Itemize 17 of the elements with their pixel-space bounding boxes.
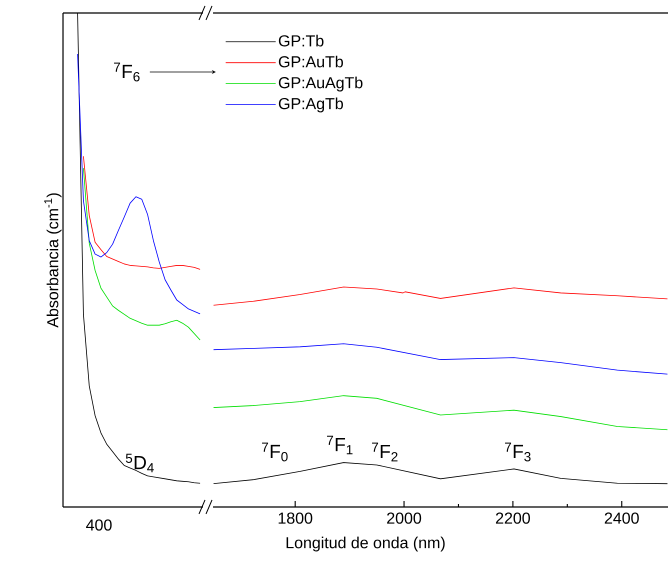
- annotation: $^{5}$D$_{4}$: [126, 454, 154, 472]
- annotation: $^{7}$F$_{2}$: [372, 442, 398, 462]
- annotation: $^{7}$F$_{0}$: [262, 442, 288, 462]
- annotation: $^{7}$F$_{6}$: [114, 62, 140, 82]
- text: 400: [86, 519, 112, 531]
- legend-label: GP:AuTb: [278, 56, 343, 68]
- annotation: $^{7}$F$_{1}$: [327, 436, 353, 454]
- x-tick-label: 2200: [496, 512, 530, 524]
- legend-label: GP:AgTb: [278, 98, 343, 112]
- y-axis-title: Absorbancia (cm$^{-1}$): [44, 193, 62, 328]
- x-tick-label: 2400: [604, 512, 639, 524]
- annotation: $^{7}$F$_{3}$: [505, 442, 531, 462]
- x-tick-label: 2000: [387, 512, 422, 524]
- x-tick-label: 1800: [278, 512, 312, 524]
- legend-label: GP:AuAgTb: [278, 76, 362, 92]
- legend-label: GP:Tb: [278, 34, 324, 46]
- x-axis-title: Longitud de onda (nm): [286, 536, 445, 552]
